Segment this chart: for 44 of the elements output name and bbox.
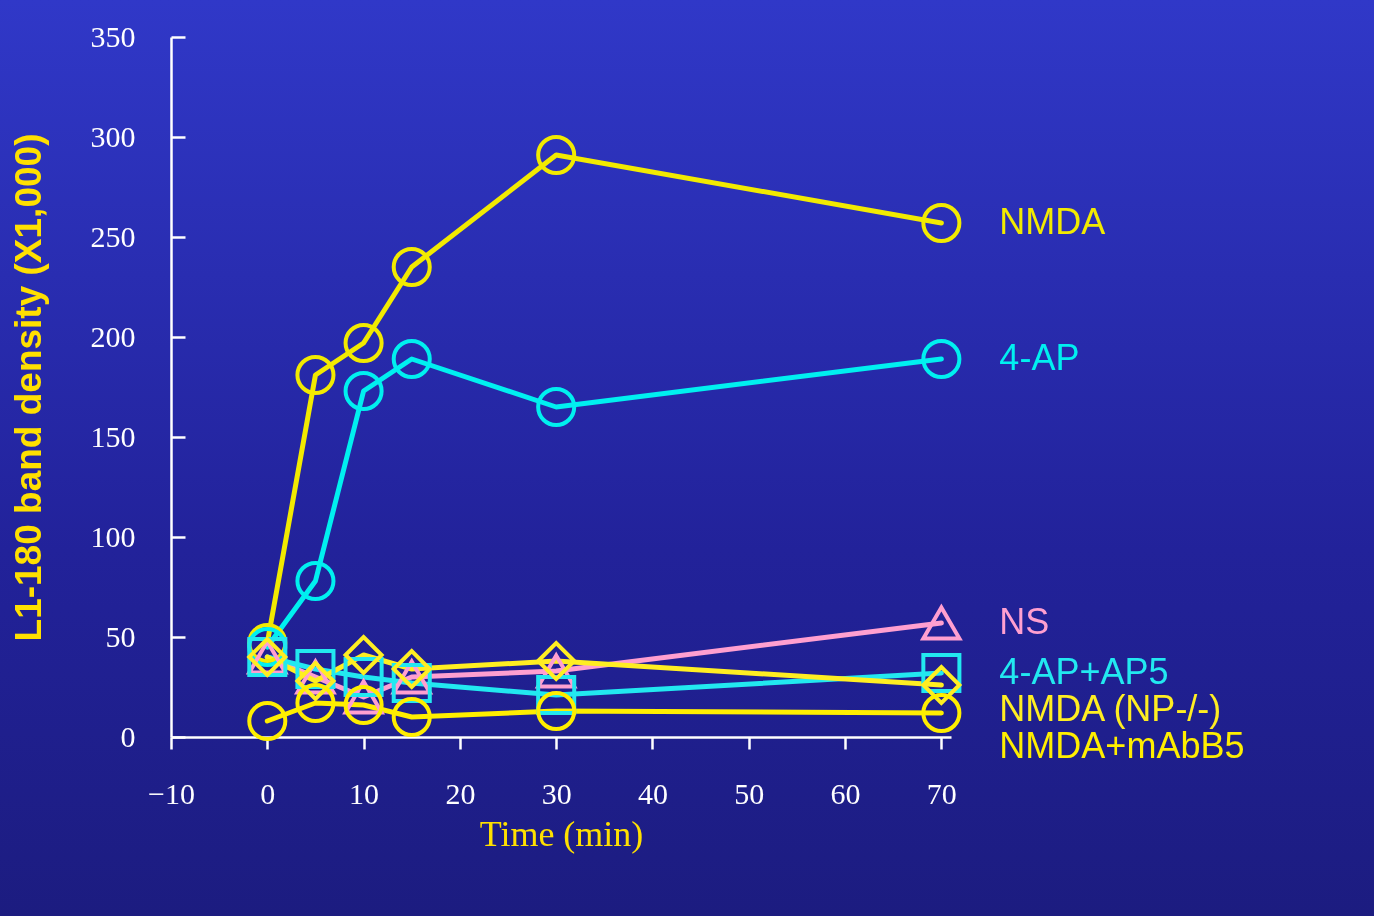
x-tick-label: −10 [148, 776, 195, 810]
y-axis-title: L1-180 band density (X1,000) [7, 133, 49, 642]
series-label: 4-AP [999, 337, 1080, 378]
point [343, 685, 384, 725]
point [391, 697, 432, 737]
point [921, 664, 962, 706]
x-tick-label: 10 [349, 776, 380, 810]
y-tick-label: 350 [90, 19, 136, 53]
x-tick-label: 60 [830, 776, 861, 810]
y-tick-label: 150 [90, 419, 136, 453]
point [343, 323, 384, 363]
point [536, 387, 577, 427]
y-tick-label: 200 [90, 319, 136, 353]
point [921, 339, 962, 379]
y-tick-label: 50 [105, 619, 136, 653]
x-tick-label: 30 [541, 776, 572, 810]
point [536, 135, 577, 175]
point [295, 561, 336, 601]
point [295, 683, 336, 723]
point [921, 203, 962, 243]
point [343, 634, 384, 676]
point [391, 648, 432, 690]
x-tick-label: 70 [926, 776, 957, 810]
point [343, 371, 384, 411]
point [536, 640, 577, 682]
point [391, 247, 432, 287]
point [295, 355, 336, 395]
x-tick-label: 0 [260, 776, 276, 810]
y-tick-label: 0 [120, 719, 136, 753]
point [295, 660, 336, 702]
point [536, 691, 577, 731]
point [247, 701, 288, 741]
y-tick-label: 300 [90, 119, 136, 153]
point [391, 339, 432, 379]
series-label: NMDA [999, 201, 1106, 242]
x-tick-label: 20 [445, 776, 476, 810]
x-axis-title: Time (min) [479, 813, 644, 854]
x-tick-label: 50 [734, 776, 765, 810]
point [921, 605, 962, 641]
point [921, 693, 962, 733]
y-tick-label: 100 [90, 519, 136, 553]
x-tick-label: 40 [637, 776, 668, 810]
y-tick-label: 250 [90, 219, 136, 253]
series-label: NS [999, 601, 1050, 642]
